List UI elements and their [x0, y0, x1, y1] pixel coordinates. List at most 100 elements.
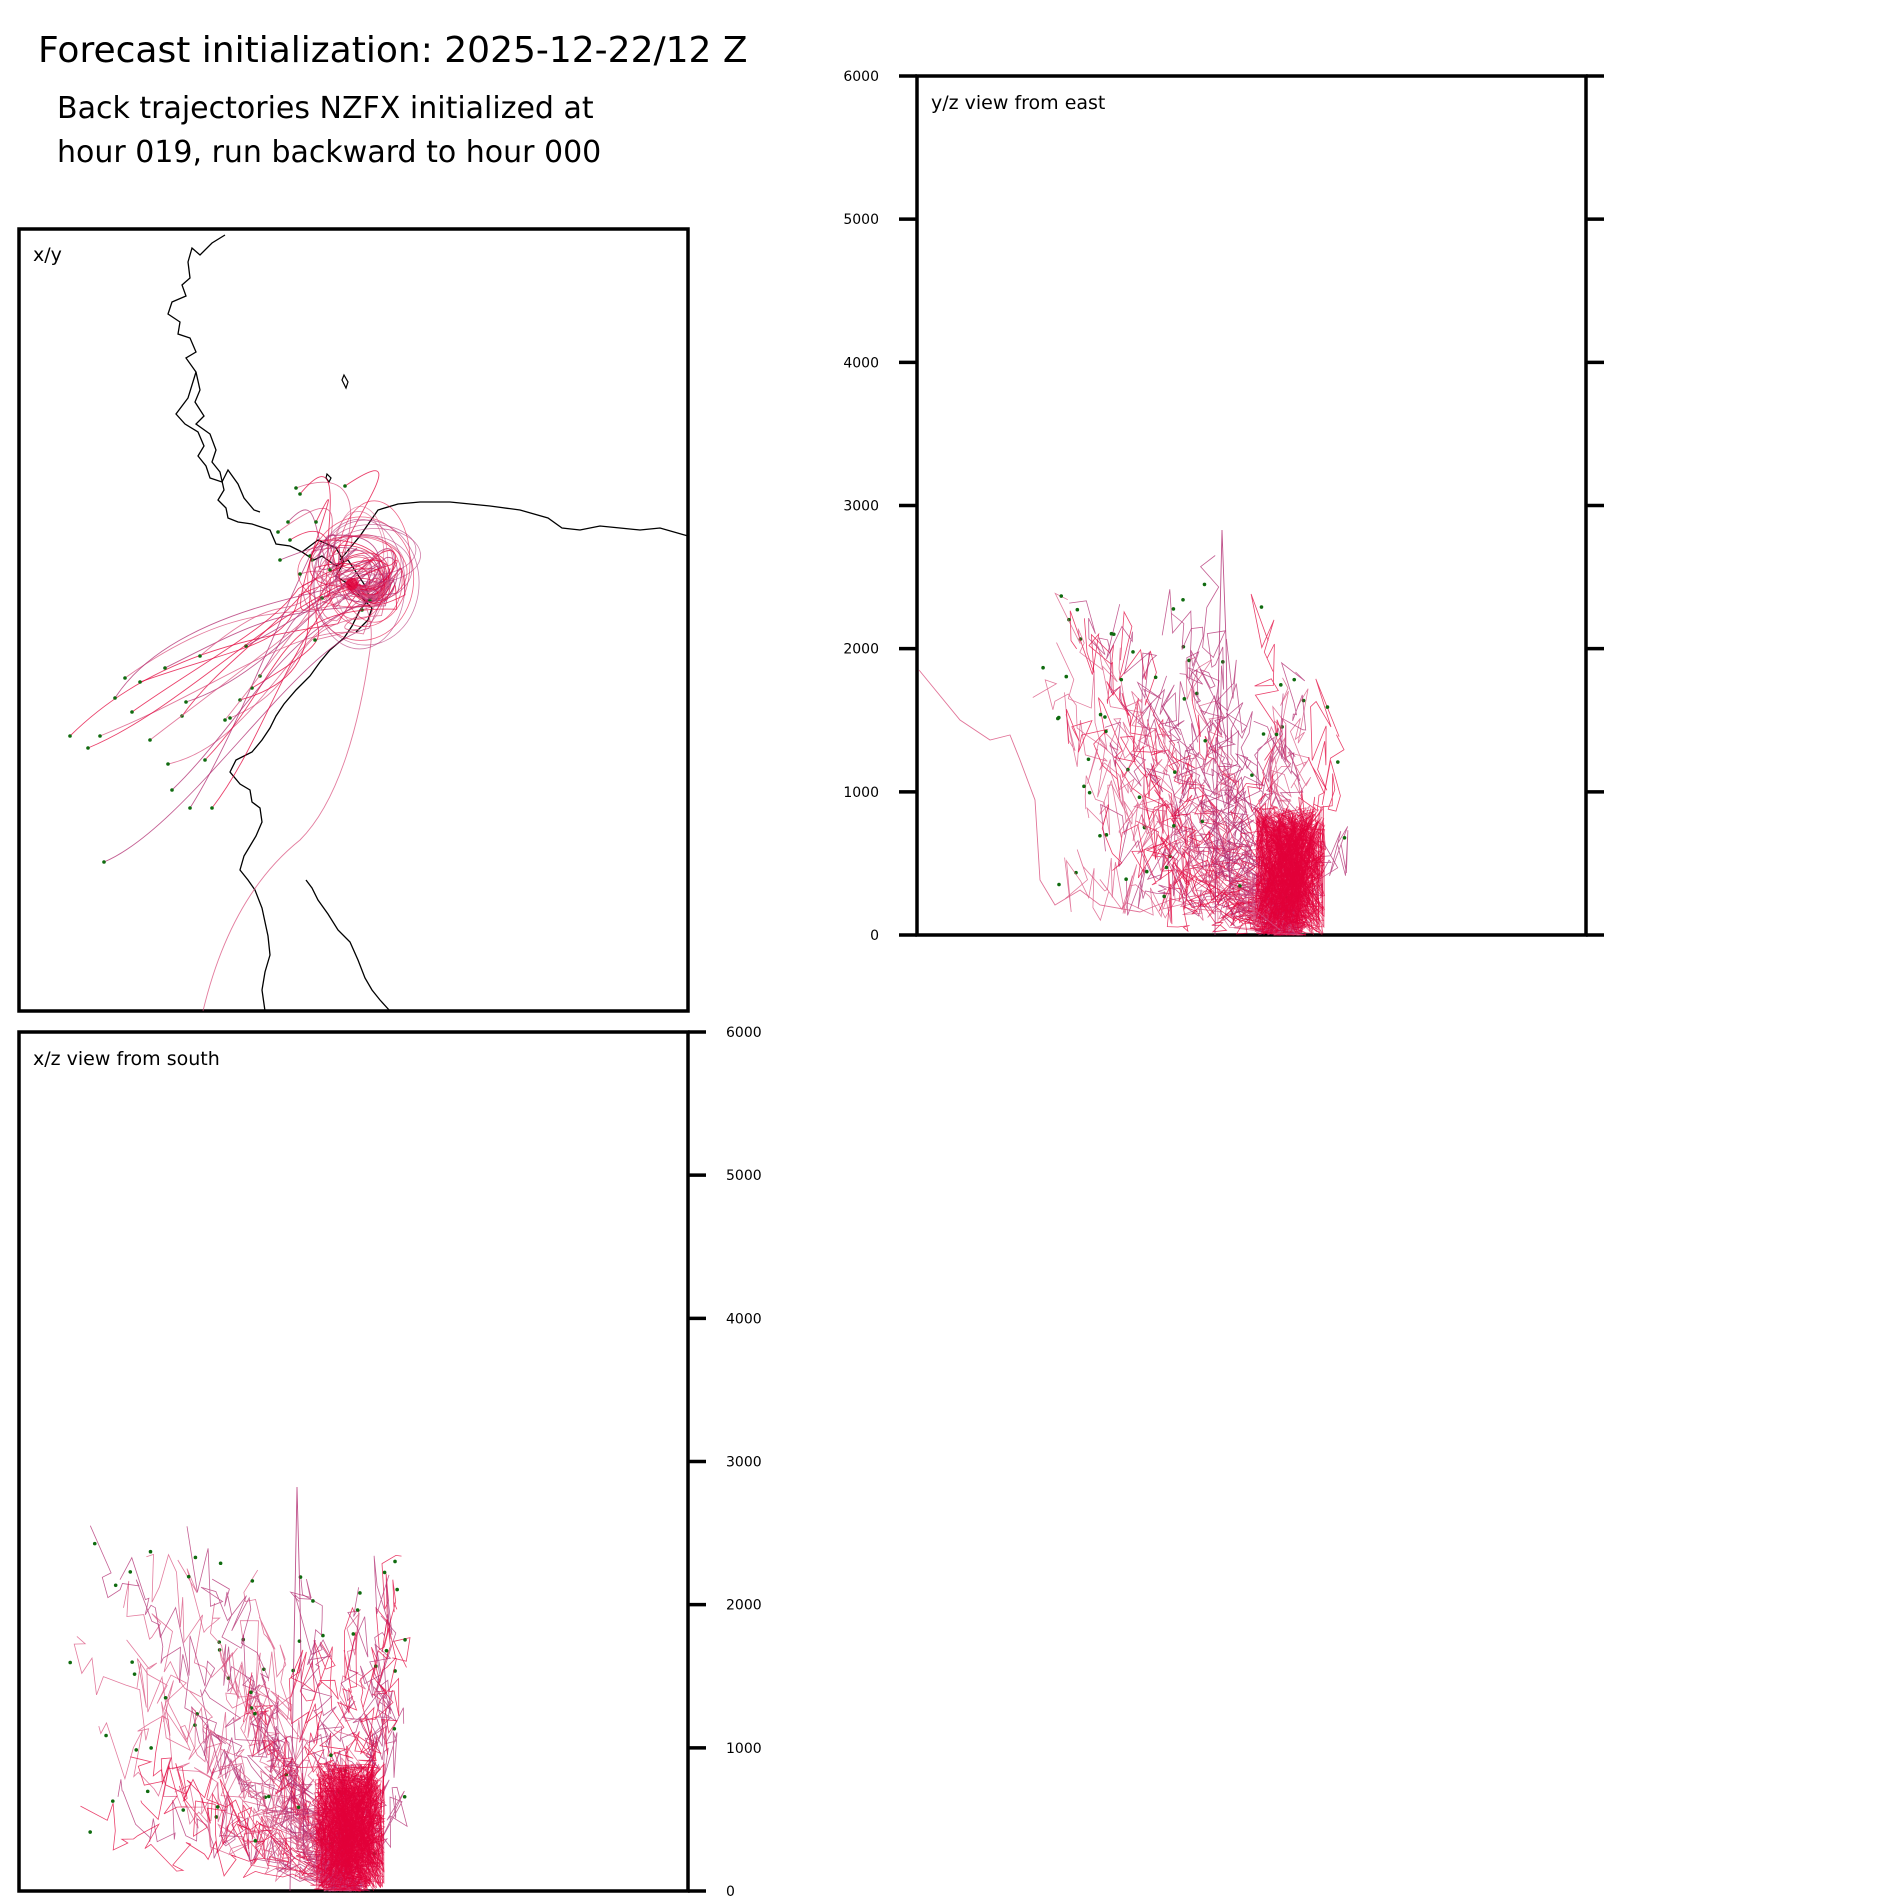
xz-trajectory-start-marker [393, 1559, 397, 1564]
xz-trajectory-start-marker [249, 1690, 253, 1695]
yz-trajectory-start-marker [1144, 869, 1149, 874]
island-north [341, 373, 349, 390]
xz-trajectory [321, 1762, 384, 1891]
yz-axis: 0 1000 2000 3000 4000 5000 6000 [843, 69, 1604, 944]
yz-trajectory [1255, 814, 1322, 922]
yz-trajectory-start-marker [1203, 738, 1208, 743]
xy-trajectory [114, 561, 373, 699]
xz-trajectory [186, 1526, 351, 1892]
yz-trajectory-start-marker [1238, 884, 1242, 888]
yz-trajectory [1254, 812, 1310, 897]
yz-trajectory [1118, 610, 1292, 936]
yz-axis-tick-label: 5000 [843, 212, 879, 228]
xz-trajectory-start-marker [68, 1660, 72, 1665]
xy-trajectory-start-marker [98, 734, 102, 738]
yz-trajectory-start-marker [1182, 697, 1187, 701]
xz-trajectory-start-marker [311, 1599, 315, 1603]
xz-trajectory-start-marker [329, 1753, 333, 1758]
xz-trajectory [89, 1525, 337, 1892]
xz-axis-tick-label: 3000 [726, 1455, 762, 1471]
yz-trajectory-start-marker [1292, 677, 1297, 682]
xy-trajectory-loop [297, 536, 408, 608]
yz-trajectory-start-marker [1041, 665, 1045, 670]
xy-trajectory-start-marker [288, 538, 292, 542]
yz-trajectory-start-marker [1057, 882, 1061, 887]
xz-trajectory-start-marker [321, 1633, 325, 1638]
xz-trajectory-start-marker [403, 1637, 407, 1642]
xz-axis-tick-label: 0 [726, 1884, 735, 1900]
xy-trajectory-loop [313, 518, 406, 650]
xy-trajectory-start-marker [86, 746, 90, 750]
xz-trajectory-start-marker [193, 1555, 198, 1560]
coastline-south [305, 879, 391, 1012]
xy-trajectory-loop [338, 500, 411, 623]
xz-trajectory-start-marker [382, 1570, 387, 1575]
yz-trajectory-start-marker [1250, 773, 1254, 777]
xy-trajectory-start-marker [198, 654, 202, 658]
xz-trajectory-start-marker [267, 1794, 271, 1799]
xz-trajectory [322, 1761, 385, 1890]
xy-trajectory-loop [332, 506, 389, 628]
xz-trajectory-start-marker [215, 1805, 220, 1809]
xy-trajectory-start-marker [138, 680, 142, 684]
xy-trajectory-start-marker [276, 530, 280, 534]
xy-trajectory-loop [319, 534, 413, 603]
yz-trajectory-start-marker [1261, 732, 1266, 736]
xz-trajectory-start-marker [130, 1660, 134, 1664]
xz-trajectory-start-marker [104, 1733, 108, 1738]
xy-trajectory-start-marker [130, 710, 134, 714]
xy-trajectory-start-marker [343, 484, 347, 488]
yz-trajectory-start-marker [1173, 770, 1177, 774]
xz-trajectory-start-marker [218, 1561, 223, 1566]
xz-trajectory-start-marker [402, 1794, 407, 1799]
xy-trajectory-start-marker [313, 638, 317, 642]
yz-trajectory-start-marker [1153, 675, 1158, 680]
xz-trajectory-start-marker [163, 1695, 168, 1700]
xz-trajectory-start-marker [148, 1549, 153, 1554]
yz-trajectory-start-marker [1171, 607, 1176, 611]
xz-trajectory-start-marker [134, 1748, 139, 1752]
xz-trajectory-start-marker [181, 1808, 186, 1812]
yz-trajectory-start-marker [1164, 865, 1169, 870]
yz-trajectory [1101, 805, 1295, 936]
xy-trajectory-start-marker [170, 788, 174, 792]
yz-trajectory-start-marker [1162, 894, 1166, 899]
yz-trajectory [1214, 529, 1231, 936]
yz-trajectory-start-marker [1103, 715, 1107, 719]
xz-trajectory-start-marker [250, 1579, 255, 1583]
xz-trajectory-start-marker [253, 1711, 257, 1716]
xz-trajectory [117, 1779, 339, 1892]
xy-trajectory-start-marker [203, 758, 207, 762]
yz-trajectory-start-marker [1086, 757, 1091, 762]
coastline-north-inlet [175, 371, 261, 513]
xz-trajectory-start-marker [395, 1587, 399, 1592]
xy-panel-frame [17, 227, 690, 1013]
yz-trajectory [918, 669, 1281, 931]
yz-trajectories [918, 529, 1349, 936]
xy-trajectory [99, 585, 387, 737]
yz-trajectory-start-marker [1056, 716, 1060, 721]
xy-trajectory-loop [312, 519, 420, 646]
xy-trajectory-start-marker [148, 738, 152, 742]
xy-trajectory-start-marker [286, 520, 290, 524]
xy-trajectory [164, 578, 392, 669]
xy-trajectory-start-marker [298, 492, 302, 496]
yz-trajectory-start-marker [1137, 795, 1142, 800]
xz-trajectory-start-marker [351, 1632, 356, 1636]
yz-trajectory-start-marker [1336, 760, 1340, 764]
figure-title: Forecast initialization: 2025-12-22/12 Z [38, 30, 748, 71]
island-small [325, 472, 332, 484]
xz-trajectory-start-marker [128, 1570, 133, 1574]
yz-trajectory-start-marker [1279, 683, 1283, 687]
xz-axis-tick-label: 5000 [726, 1168, 762, 1184]
yz-trajectory-start-marker [1124, 877, 1128, 881]
yz-trajectory-start-marker [1064, 674, 1069, 679]
coastline-east [339, 501, 689, 561]
yz-trajectory-start-marker [1119, 677, 1124, 682]
yz-axis-tick-label: 6000 [843, 69, 879, 85]
yz-trajectory [1086, 780, 1288, 936]
xy-trajectory-start-marker [228, 716, 232, 720]
xy-trajectory-start-marker [314, 520, 318, 524]
yz-trajectory-start-marker [1082, 784, 1086, 789]
xy-release-point [346, 578, 358, 590]
